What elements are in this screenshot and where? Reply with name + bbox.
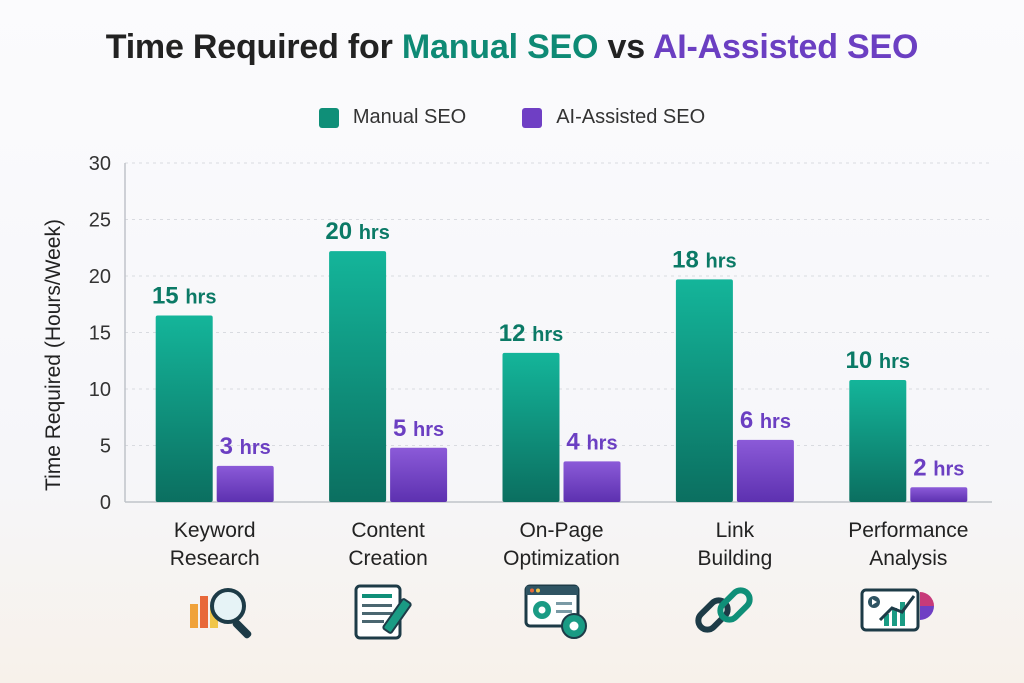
legend-label-manual: Manual SEO (352, 106, 467, 128)
bar-ai (216, 465, 274, 502)
bar-ai (390, 447, 448, 502)
bar-ai (910, 487, 968, 502)
y-tick-label: 30 (89, 153, 111, 175)
bar-ai (563, 461, 621, 502)
x-tick-label: Performance Analysis (848, 519, 968, 570)
x-tick-label: Link Building (698, 519, 773, 570)
y-tick-label: 5 (100, 436, 111, 458)
data-label-manual: 15 hrs (152, 283, 217, 310)
content-creation-icon (352, 582, 428, 642)
data-label-manual: 10 hrs (846, 347, 911, 374)
legend-label-ai: AI-Assisted SEO (556, 106, 706, 128)
bar-manual (502, 352, 560, 502)
x-tick-label: On-Page Optimization (503, 519, 620, 570)
title-manual: Manual SEO (401, 28, 599, 66)
y-tick-label: 25 (89, 210, 111, 232)
bar-ai (736, 439, 794, 502)
data-label-ai: 6 hrs (740, 407, 791, 434)
x-tick-label: Keyword Research (170, 519, 260, 570)
legend-item-manual: Manual SEO (318, 106, 467, 129)
legend: Manual SEO AI-Assisted SEO (0, 106, 1024, 129)
y-tick-label: 20 (89, 266, 111, 288)
y-tick-label: 0 (100, 492, 111, 514)
performance-analysis-icon (860, 582, 936, 642)
bar-manual (849, 379, 907, 502)
data-label-ai: 5 hrs (393, 415, 444, 442)
bar-manual (675, 279, 733, 502)
legend-item-ai: AI-Assisted SEO (522, 106, 705, 129)
data-label-manual: 20 hrs (325, 218, 390, 245)
bar-manual (329, 251, 387, 502)
data-label-ai: 4 hrs (566, 428, 617, 455)
title-middle: vs (598, 28, 653, 66)
bar-manual (155, 315, 213, 502)
legend-swatch-manual (318, 107, 339, 128)
x-tick-label: Content Creation (348, 519, 427, 570)
on-page-optimization-icon (520, 582, 596, 642)
data-label-ai: 2 hrs (913, 454, 964, 481)
title-ai: AI-Assisted SEO (652, 28, 919, 66)
link-building-icon (688, 582, 764, 642)
y-tick-label: 10 (89, 379, 111, 401)
y-axis-title: Time Required (Hours/Week) (42, 219, 65, 491)
chart-title: Time Required for Manual SEO vs AI-Assis… (0, 28, 1024, 67)
keyword-research-icon (184, 582, 260, 642)
y-tick-label: 15 (89, 323, 111, 345)
title-prefix: Time Required for (105, 28, 402, 66)
data-label-ai: 3 hrs (220, 433, 271, 460)
data-label-manual: 18 hrs (672, 246, 737, 273)
data-label-manual: 12 hrs (499, 320, 564, 347)
legend-swatch-ai (522, 107, 543, 128)
